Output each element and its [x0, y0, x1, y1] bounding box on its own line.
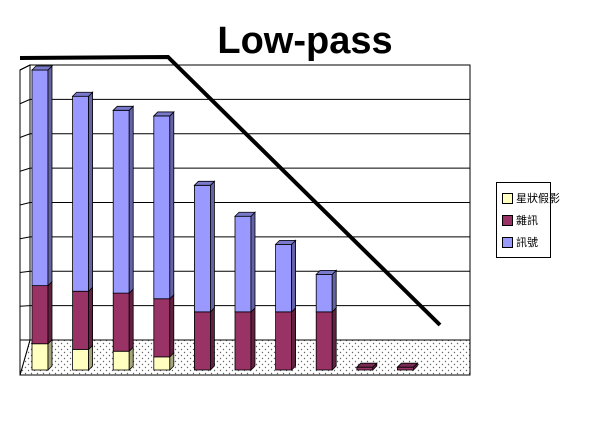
bar-side [47, 65, 53, 287]
legend-item-artifact: 星狀假影 [502, 189, 560, 207]
gridline-side [19, 98, 31, 105]
bar-top [152, 111, 175, 117]
bar-signal [315, 273, 333, 313]
bar-signal [153, 115, 171, 300]
gridline-side [19, 202, 31, 206]
bar-stack [193, 180, 216, 371]
bar-stack [274, 239, 297, 371]
bar-side [250, 211, 256, 313]
bar-signal [72, 95, 89, 292]
bar-noise [31, 285, 49, 345]
bar-stack [31, 65, 53, 371]
bar-signal [31, 69, 49, 287]
gridline-side [19, 167, 31, 172]
bar-top [234, 211, 256, 217]
bar-top [71, 91, 94, 97]
bar-side [169, 110, 175, 300]
bars [31, 65, 419, 371]
bar-top [355, 362, 378, 368]
bar-noise [153, 298, 171, 358]
bar-side [331, 306, 337, 371]
bar-artifact [153, 356, 171, 371]
bar-stack [355, 362, 378, 371]
bar-stack [152, 110, 175, 371]
legend-label-artifact: 星狀假影 [516, 192, 560, 205]
legend-item-noise: 雜訊 [502, 211, 538, 229]
gridline-side [19, 305, 31, 307]
bar-side [128, 105, 134, 295]
legend-label-noise: 雜訊 [516, 214, 538, 227]
bar-noise [112, 292, 130, 352]
bar-side [47, 280, 53, 345]
bar-artifact [72, 348, 89, 371]
legend-swatch-artifact [502, 192, 513, 204]
bar-side [88, 286, 93, 351]
bar-side [169, 293, 175, 358]
bar-artifact [31, 343, 49, 371]
bar-noise [193, 311, 211, 371]
bar-noise [396, 366, 414, 371]
bar-stack [315, 269, 338, 371]
bar-top [112, 105, 135, 111]
bar-top [31, 65, 53, 71]
bar-top [315, 269, 338, 275]
bar-side [291, 306, 297, 371]
bar-side [250, 306, 256, 371]
bar-signal [112, 109, 130, 294]
bar-noise [275, 311, 293, 371]
legend-swatch-noise [502, 214, 513, 226]
bar-noise [356, 366, 374, 371]
bar-stack [396, 362, 419, 371]
low-pass-line [19, 54, 442, 327]
bar-side [47, 338, 53, 371]
bar-noise [234, 311, 252, 371]
bar-side [209, 180, 215, 313]
legend-swatch-signal [502, 236, 513, 248]
bar-signal [193, 184, 211, 313]
bar-signal [275, 243, 293, 313]
gridline-side [19, 270, 31, 273]
bar-side [209, 306, 215, 371]
bar-side [88, 91, 93, 293]
bar-noise [72, 290, 89, 350]
legend-item-signal: 訊號 [502, 233, 538, 251]
bar-side [331, 269, 337, 313]
gridline-side [19, 236, 31, 240]
gridline-side [19, 133, 31, 138]
chart-title: Low-pass [217, 20, 393, 62]
legend-label-signal: 訊號 [516, 236, 538, 249]
bar-side [128, 288, 134, 353]
bar-stack [234, 211, 256, 371]
bar-top [193, 180, 216, 186]
bar-signal [234, 215, 252, 313]
bar-top [396, 362, 419, 368]
bar-stack [112, 105, 135, 371]
legend: 星狀假影 雜訊 訊號 [496, 182, 560, 258]
bar-noise [315, 311, 333, 371]
bar-top [274, 239, 297, 245]
bar-side [291, 239, 297, 313]
gridline-side [19, 64, 31, 71]
bar-artifact [112, 350, 130, 371]
bar-stack [71, 91, 94, 371]
